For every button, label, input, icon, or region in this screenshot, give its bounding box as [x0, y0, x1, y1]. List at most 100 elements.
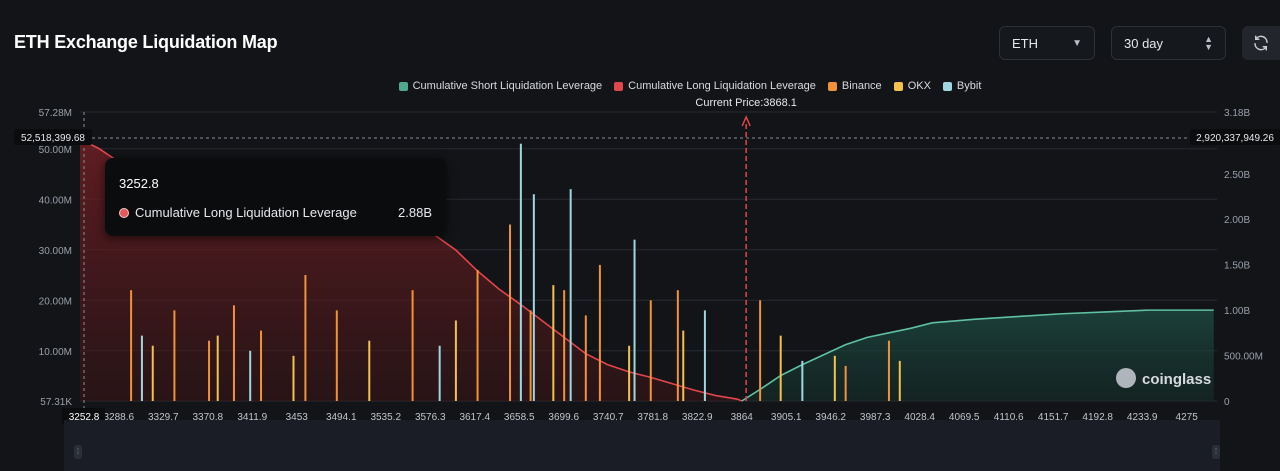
- x-tick-label: 3453: [286, 412, 309, 423]
- bar-binance: [759, 300, 762, 401]
- y-left-tick-label: 10.00M: [39, 347, 72, 358]
- legend-item-okx[interactable]: OKX: [893, 80, 931, 92]
- chevron-updown-icon: ▲ ▼: [1204, 34, 1213, 52]
- legend-swatch: [827, 81, 837, 91]
- legend-item-long[interactable]: Cumulative Long Liquidation Leverage: [614, 80, 816, 92]
- legend-label: OKX: [907, 80, 931, 92]
- zoom-handle-right[interactable]: ⁞: [1212, 445, 1220, 459]
- chart-legend: Cumulative Short Liquidation Leverage Cu…: [0, 80, 1280, 92]
- range-select-value: 30 day: [1124, 35, 1164, 51]
- bar-bybit: [703, 310, 706, 401]
- bar-okx: [898, 360, 901, 401]
- bar-binance: [529, 310, 532, 401]
- y-right-tick-label: 2.00B: [1224, 215, 1250, 226]
- tooltip-value: 2.88B: [398, 205, 432, 220]
- y-right-tick-label: 1.00B: [1224, 306, 1250, 317]
- legend-swatch: [893, 81, 903, 91]
- bar-binance: [584, 315, 587, 401]
- short-area: [741, 310, 1214, 401]
- bar-binance: [304, 275, 307, 401]
- x-tick-label: 3576.3: [415, 412, 446, 423]
- legend-item-binance[interactable]: Binance: [827, 80, 882, 92]
- x-tick-label: 3329.7: [148, 412, 179, 423]
- tooltip-title: 3252.8: [119, 176, 159, 191]
- x-tick-label: 4275: [1176, 412, 1199, 423]
- x-tick-label: 4192.8: [1082, 412, 1113, 423]
- bar-okx: [628, 345, 631, 401]
- x-tick-label: 3987.3: [860, 412, 891, 423]
- x-tick-label: 4233.9: [1127, 412, 1158, 423]
- x-tick-label: 4069.5: [949, 412, 980, 423]
- y-right-tick-label: 500.00M: [1224, 352, 1263, 363]
- short-line: [741, 309, 1214, 402]
- legend-item-bybit[interactable]: Bybit: [942, 80, 982, 92]
- x-tick-label: 3411.9: [237, 412, 267, 423]
- bar-bybit: [438, 345, 441, 401]
- y-left-tick-label: 40.00M: [39, 195, 72, 206]
- y-left-tick-label: 20.00M: [39, 296, 72, 307]
- legend-label: Cumulative Short Liquidation Leverage: [412, 80, 603, 92]
- range-select[interactable]: 30 day ▲ ▼: [1111, 26, 1226, 60]
- bar-binance: [173, 310, 176, 401]
- zoom-handle-left[interactable]: ⁞: [74, 445, 82, 459]
- crosshair-left-value: 52,518,399.68: [21, 133, 85, 144]
- tooltip-series-label: Cumulative Long Liquidation Leverage: [135, 205, 357, 220]
- x-tick-label: 3699.6: [548, 412, 579, 423]
- x-tick-label: 3905.1: [771, 412, 802, 423]
- coinglass-logo-icon: [1116, 368, 1136, 388]
- bar-okx: [216, 335, 219, 401]
- bar-binance: [844, 365, 847, 401]
- x-tick-label: 4110.6: [994, 412, 1024, 423]
- bar-bybit: [519, 143, 522, 401]
- y-right-tick-label: 3.18B: [1224, 108, 1250, 119]
- x-tick-label: 3370.8: [192, 412, 223, 423]
- x-tick-label: 3658.5: [504, 412, 535, 423]
- bar-okx: [552, 285, 555, 401]
- bar-binance: [598, 264, 601, 401]
- bar-binance: [260, 330, 263, 401]
- bar-bybit: [633, 239, 636, 401]
- zoom-scrollbar[interactable]: [64, 420, 1220, 471]
- x-tick-label: 4151.7: [1038, 412, 1069, 423]
- bar-binance: [563, 290, 566, 401]
- bar-okx: [292, 355, 295, 401]
- x-tick-label: 4028.4: [904, 412, 935, 423]
- x-tick-label: 3740.7: [593, 412, 624, 423]
- refresh-icon: [1254, 35, 1268, 51]
- y-right-tick-label: 1.50B: [1224, 261, 1250, 272]
- current-price-label: Current Price:3868.1: [695, 97, 797, 109]
- y-left-tick-label: 30.00M: [39, 246, 72, 257]
- bar-bybit: [801, 360, 804, 401]
- y-left-tick-label: 50.00M: [39, 145, 72, 156]
- bar-bybit: [569, 189, 572, 401]
- bar-okx: [368, 340, 371, 401]
- bar-binance: [676, 290, 679, 401]
- y-right-tick-label: 0: [1224, 397, 1230, 408]
- x-tick-label: 3864: [731, 412, 754, 423]
- coin-select[interactable]: ETH ▼: [999, 26, 1095, 60]
- x-tick-label: 3781.8: [637, 412, 668, 423]
- y-left-tick-label: 57.28M: [39, 108, 72, 119]
- crosshair-x-value: 3252.8: [69, 412, 100, 423]
- bar-okx: [779, 335, 782, 401]
- crosshair-right-value: 2,920,337,949.26: [1196, 133, 1274, 144]
- current-price-arrow-icon: [741, 115, 751, 127]
- bar-okx: [833, 355, 836, 401]
- bar-okx: [454, 320, 457, 401]
- bar-okx: [682, 330, 685, 401]
- bar-binance: [130, 290, 133, 401]
- bar-binance: [208, 340, 211, 401]
- x-tick-label: 3617.4: [459, 412, 490, 423]
- legend-label: Bybit: [956, 80, 982, 92]
- legend-label: Cumulative Long Liquidation Leverage: [628, 80, 816, 92]
- bar-binance: [649, 300, 652, 401]
- bar-binance: [509, 224, 512, 401]
- legend-swatch: [398, 81, 408, 91]
- x-tick-label: 3535.2: [370, 412, 401, 423]
- bar-binance: [232, 305, 235, 401]
- refresh-button[interactable]: [1242, 26, 1280, 60]
- legend-item-short[interactable]: Cumulative Short Liquidation Leverage: [398, 80, 603, 92]
- legend-label: Binance: [841, 80, 882, 92]
- bar-bybit: [140, 335, 143, 401]
- bar-bybit: [532, 194, 535, 401]
